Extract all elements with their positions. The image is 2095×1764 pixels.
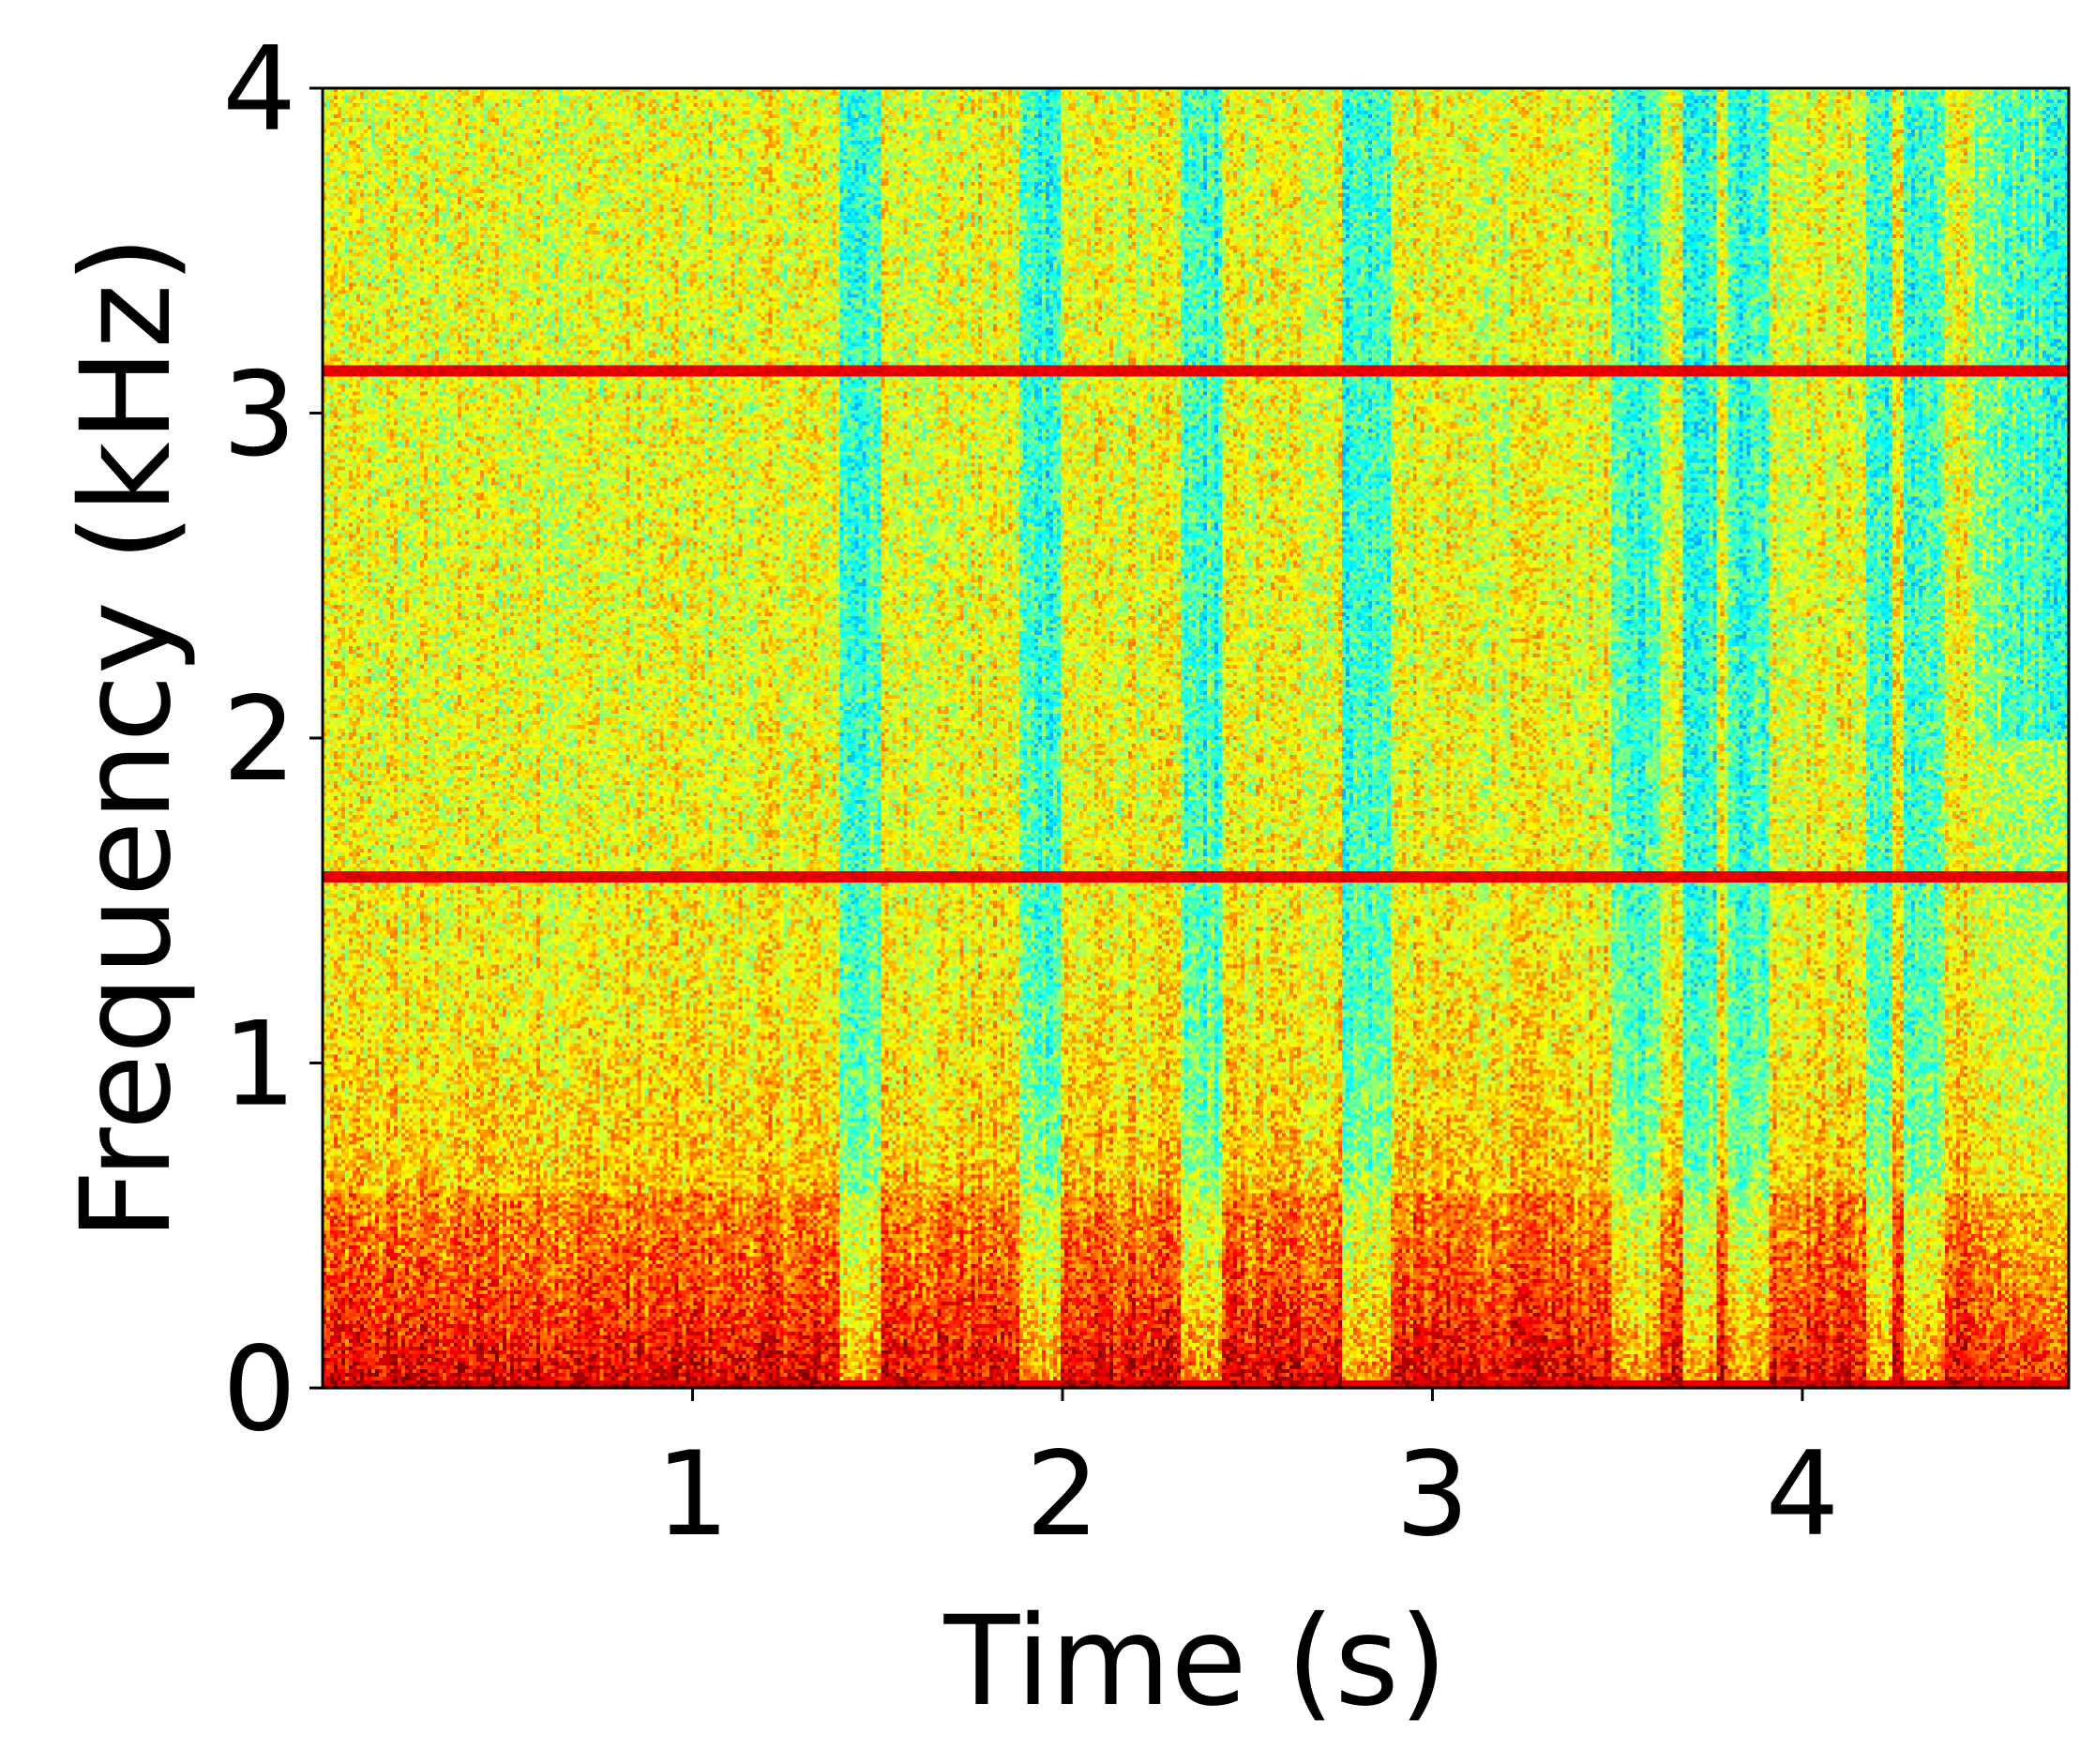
x-axis-ticks: 1 2 3 4 [656, 1388, 1839, 1562]
x-tick-label: 4 [1766, 1427, 1840, 1562]
y-tick-label: 2 [222, 672, 296, 807]
y-tick-label: 3 [222, 348, 296, 483]
x-axis-label: Time (s) [943, 1590, 1448, 1734]
y-axis-label: Frequency (kHz) [54, 235, 199, 1241]
spectrogram-heatmap [323, 88, 2069, 1388]
x-tick-label: 2 [1026, 1427, 1100, 1562]
y-tick-label: 0 [222, 1322, 296, 1457]
y-axis-ticks: 0 1 2 3 4 [222, 23, 323, 1457]
y-tick-label: 4 [222, 23, 296, 158]
plot-frame [321, 86, 2071, 1390]
x-tick-label: 3 [1395, 1427, 1470, 1562]
y-tick-label: 1 [222, 998, 296, 1133]
x-tick-label: 1 [656, 1427, 730, 1562]
